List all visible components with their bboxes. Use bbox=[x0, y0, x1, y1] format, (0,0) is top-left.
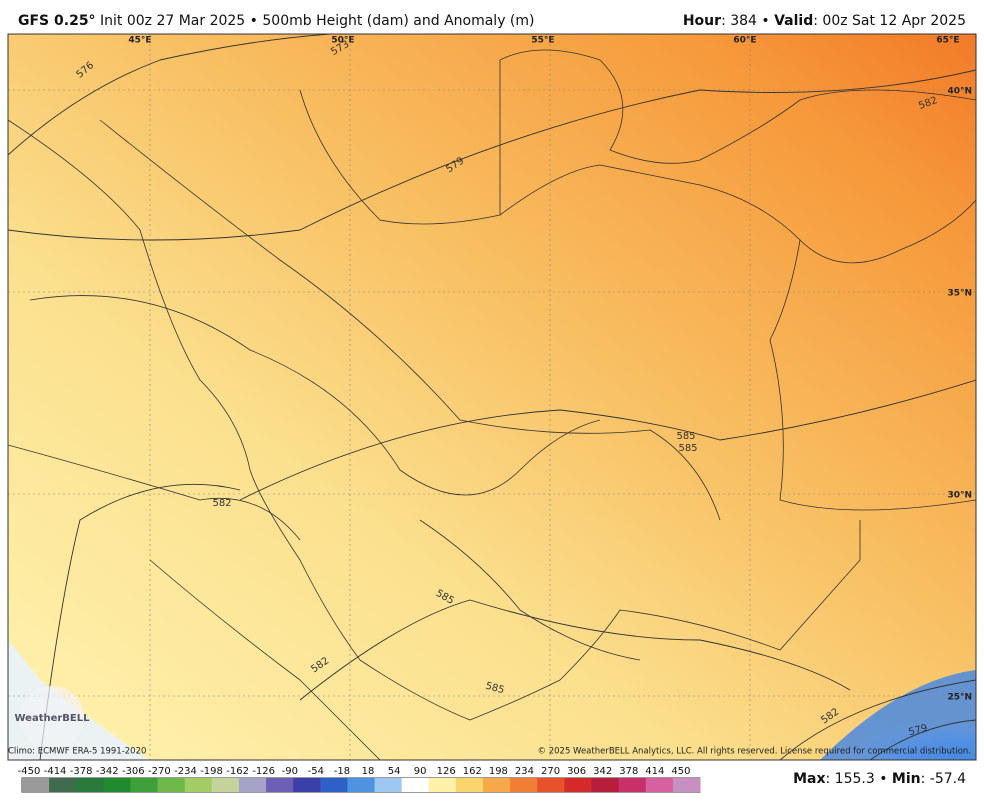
text-part: Max bbox=[793, 771, 825, 787]
contour-label: 579 bbox=[907, 723, 928, 739]
climo-note: Climo: ECMWF ERA-5 1991-2020 bbox=[8, 747, 146, 757]
colorbar-swatch bbox=[483, 778, 511, 792]
colorbar-label: 234 bbox=[515, 766, 534, 777]
copyright: © 2025 WeatherBELL Analytics, LLC. All r… bbox=[538, 747, 971, 757]
colorbar-swatch bbox=[184, 778, 213, 792]
longitude-label: 60°E bbox=[733, 36, 756, 46]
colorbar-label: 306 bbox=[567, 766, 586, 777]
contour-label: 585 bbox=[484, 681, 505, 697]
colorbar-swatch bbox=[22, 778, 50, 792]
colorbar-swatch bbox=[401, 778, 430, 792]
colorbar-label: -126 bbox=[252, 766, 275, 777]
text-part: : 155.3 • bbox=[826, 771, 892, 787]
colorbar-swatch bbox=[347, 778, 376, 792]
colorbar-swatch bbox=[564, 778, 593, 792]
colorbar-label: -162 bbox=[226, 766, 249, 777]
longitude-label: 50°E bbox=[331, 36, 354, 46]
map: WeatherBELL bbox=[8, 34, 976, 760]
stats: Max: 155.3 • Min: -57.4 bbox=[793, 771, 966, 787]
colorbar-swatch bbox=[510, 778, 538, 792]
latitude-label: 35°N bbox=[947, 289, 972, 299]
colorbar-swatch bbox=[49, 778, 77, 792]
colorbar-label: -414 bbox=[44, 766, 67, 777]
map-background bbox=[8, 34, 976, 760]
map-frame bbox=[7, 33, 977, 761]
text-part: GFS 0.25° bbox=[18, 13, 96, 29]
colorbar-swatch bbox=[293, 778, 321, 792]
colorbar-label: 414 bbox=[645, 766, 664, 777]
colorbar-swatch bbox=[211, 778, 240, 792]
colorbar-label: 126 bbox=[437, 766, 456, 777]
colorbar-label: -18 bbox=[334, 766, 350, 777]
colorbar-label: 162 bbox=[463, 766, 482, 777]
colorbar-label: 270 bbox=[541, 766, 560, 777]
colorbar-swatch bbox=[374, 778, 403, 792]
colorbar-swatch bbox=[103, 778, 131, 792]
text-part: Init 00z 27 Mar 2025 • 500mb Height (dam… bbox=[96, 13, 535, 29]
colorbar-swatch bbox=[157, 778, 186, 792]
header-left: GFS 0.25° Init 00z 27 Mar 2025 • 500mb H… bbox=[18, 13, 534, 29]
colorbar-swatch bbox=[618, 778, 647, 792]
text-part: : 384 • bbox=[721, 13, 774, 29]
latitude-label: 30°N bbox=[947, 491, 972, 501]
contour-label: 585 bbox=[678, 443, 697, 454]
colorbar-swatch bbox=[130, 778, 159, 792]
borders bbox=[8, 49, 976, 760]
colorbar-label: -198 bbox=[200, 766, 223, 777]
colorbar-swatch bbox=[266, 778, 294, 792]
colorbar-label: -54 bbox=[308, 766, 324, 777]
graticule bbox=[8, 34, 976, 760]
colorbar-swatch bbox=[537, 778, 565, 792]
anomaly-area bbox=[820, 670, 976, 760]
logo: WeatherBELL bbox=[14, 713, 90, 724]
colorbar-label: 342 bbox=[593, 766, 612, 777]
latitude-label: 25°N bbox=[947, 693, 972, 703]
colorbar-label: -234 bbox=[174, 766, 197, 777]
colorbar-label: -306 bbox=[122, 766, 145, 777]
contours bbox=[8, 34, 976, 760]
colorbar-label: -90 bbox=[282, 766, 298, 777]
header-right: Hour: 384 • Valid: 00z Sat 12 Apr 2025 bbox=[683, 13, 966, 29]
colorbar-label: 378 bbox=[619, 766, 638, 777]
colorbar-swatch bbox=[428, 778, 457, 792]
longitude-label: 45°E bbox=[128, 36, 151, 46]
colorbar-label: -378 bbox=[70, 766, 93, 777]
colorbar-label: -270 bbox=[148, 766, 171, 777]
colorbar-label: 18 bbox=[362, 766, 375, 777]
logo-badge bbox=[20, 686, 84, 750]
colorbar: -450 -414 -378 -342 -306 -270 -234 -198 -162 -126… bbox=[18, 766, 701, 792]
colorbar-swatch bbox=[455, 778, 484, 792]
colorbar-label: 198 bbox=[489, 766, 508, 777]
colorbar-swatch bbox=[238, 778, 267, 792]
colorbar-label: -342 bbox=[96, 766, 119, 777]
colorbar-swatch bbox=[591, 778, 620, 792]
longitude-label: 65°E bbox=[936, 36, 959, 46]
text-part: Hour bbox=[683, 13, 721, 29]
text-line: Hour: 384 • Valid: 00z Sat 12 Apr 2025 bbox=[683, 13, 966, 29]
latitude-label: 40°N bbox=[947, 87, 972, 97]
colorbar-swatch bbox=[672, 778, 701, 792]
text-part: : 00z Sat 12 Apr 2025 bbox=[813, 13, 966, 29]
text-part: Valid bbox=[774, 13, 813, 29]
colorbar-label: 90 bbox=[414, 766, 427, 777]
text-part: : -57.4 bbox=[921, 771, 966, 787]
colorbar-swatch bbox=[76, 778, 104, 792]
colorbar-swatch bbox=[645, 778, 674, 792]
longitude-label: 55°E bbox=[531, 36, 554, 46]
colorbar-label: 54 bbox=[388, 766, 401, 777]
contour-label: 585 bbox=[676, 431, 695, 442]
text-line: Max: 155.3 • Min: -57.4 bbox=[793, 771, 966, 787]
colorbar-swatch bbox=[320, 778, 348, 792]
colorbar-label: 450 bbox=[671, 766, 690, 777]
colorbar-label: -450 bbox=[18, 766, 41, 777]
text-line: GFS 0.25° Init 00z 27 Mar 2025 • 500mb H… bbox=[18, 13, 534, 29]
text-part: Min bbox=[892, 771, 921, 787]
contour-label: 582 bbox=[212, 498, 231, 509]
